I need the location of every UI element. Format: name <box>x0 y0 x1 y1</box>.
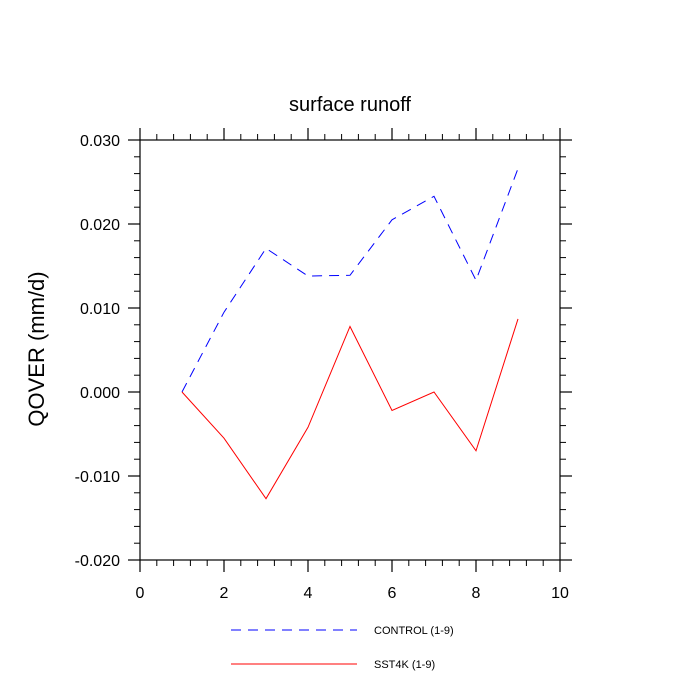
plot-frame <box>139 139 561 561</box>
series-line-control <box>181 168 519 393</box>
legend-label: CONTROL (1-9) <box>374 625 454 637</box>
y-tick-label: 0.030 <box>80 133 120 150</box>
x-tick-label: 2 <box>220 585 229 602</box>
legend-label: SST4K (1-9) <box>374 659 435 671</box>
y-tick-label: -0.010 <box>75 469 120 486</box>
series-lines <box>181 168 519 500</box>
y-tick-label: 0.000 <box>80 385 120 402</box>
chart-title: surface runoff <box>289 94 411 116</box>
x-tick-label: 8 <box>472 585 481 602</box>
axis-ticks <box>128 128 572 572</box>
y-tick-label: 0.020 <box>80 217 120 234</box>
y-tick-label: 0.010 <box>80 301 120 318</box>
legend: CONTROL (1-9) SST4K (1-9) <box>231 625 454 671</box>
y-axis-label: QOVER (mm/d) <box>24 271 49 426</box>
y-tick-label: -0.020 <box>75 553 120 570</box>
tick-labels: 0 2 4 6 8 10 -0.020 -0.010 0.000 0.010 0.020 0.030 <box>75 133 569 602</box>
x-tick-label: 0 <box>136 585 145 602</box>
x-tick-label: 10 <box>551 585 569 602</box>
x-tick-label: 6 <box>388 585 397 602</box>
series-line-sst4k <box>181 318 519 500</box>
x-tick-label: 4 <box>304 585 313 602</box>
